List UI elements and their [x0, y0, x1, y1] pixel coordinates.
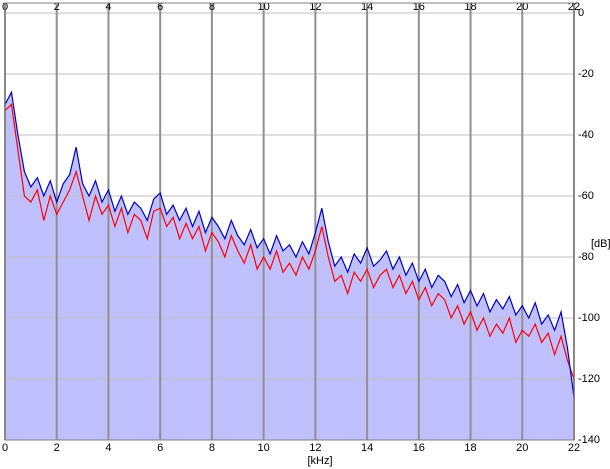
y-tick-label: -140	[578, 434, 600, 446]
x-tick-label: 2	[54, 442, 60, 454]
y-tick-label: -40	[578, 129, 594, 141]
y-tick-label: -120	[578, 373, 600, 385]
y-axis-label: [dB]	[591, 238, 610, 250]
plot-frame	[4, 2, 575, 441]
x-tick-label: 4	[105, 442, 111, 454]
x-tick-label: 12	[309, 442, 321, 454]
x-tick-label: 8	[209, 442, 215, 454]
y-tick-label: -20	[578, 68, 594, 80]
x-tick-label-top: 20	[516, 1, 528, 13]
x-tick-label-top: 8	[209, 1, 215, 13]
spectrum-line	[4, 90, 575, 398]
spectrum-area	[5, 92, 574, 441]
x-tick-label-top: 16	[413, 1, 425, 13]
x-tick-label-top: 6	[157, 1, 163, 13]
x-tick-label-top: 18	[464, 1, 476, 13]
x-tick-label: 22	[568, 442, 580, 454]
y-tick-label: -80	[578, 251, 594, 263]
spectrum-line	[4, 103, 575, 380]
x-tick-label: 6	[157, 442, 163, 454]
x-tick-label: 16	[413, 442, 425, 454]
x-tick-label-top: 4	[105, 1, 111, 13]
x-tick-label: 18	[464, 442, 476, 454]
x-tick-label-top: 14	[361, 1, 373, 13]
x-tick-label-top: 2	[54, 1, 60, 13]
x-tick-label-top: 12	[309, 1, 321, 13]
x-tick-label-top: 10	[258, 1, 270, 13]
x-tick-label: 10	[258, 442, 270, 454]
y-tick-label: -60	[578, 190, 594, 202]
y-tick-label: 0	[578, 7, 584, 19]
y-tick-label: -100	[578, 312, 600, 324]
x-tick-label: 20	[516, 442, 528, 454]
x-tick-label: 14	[361, 442, 373, 454]
x-axis-label: [kHz]	[307, 455, 332, 467]
x-tick-label: 0	[2, 442, 8, 454]
